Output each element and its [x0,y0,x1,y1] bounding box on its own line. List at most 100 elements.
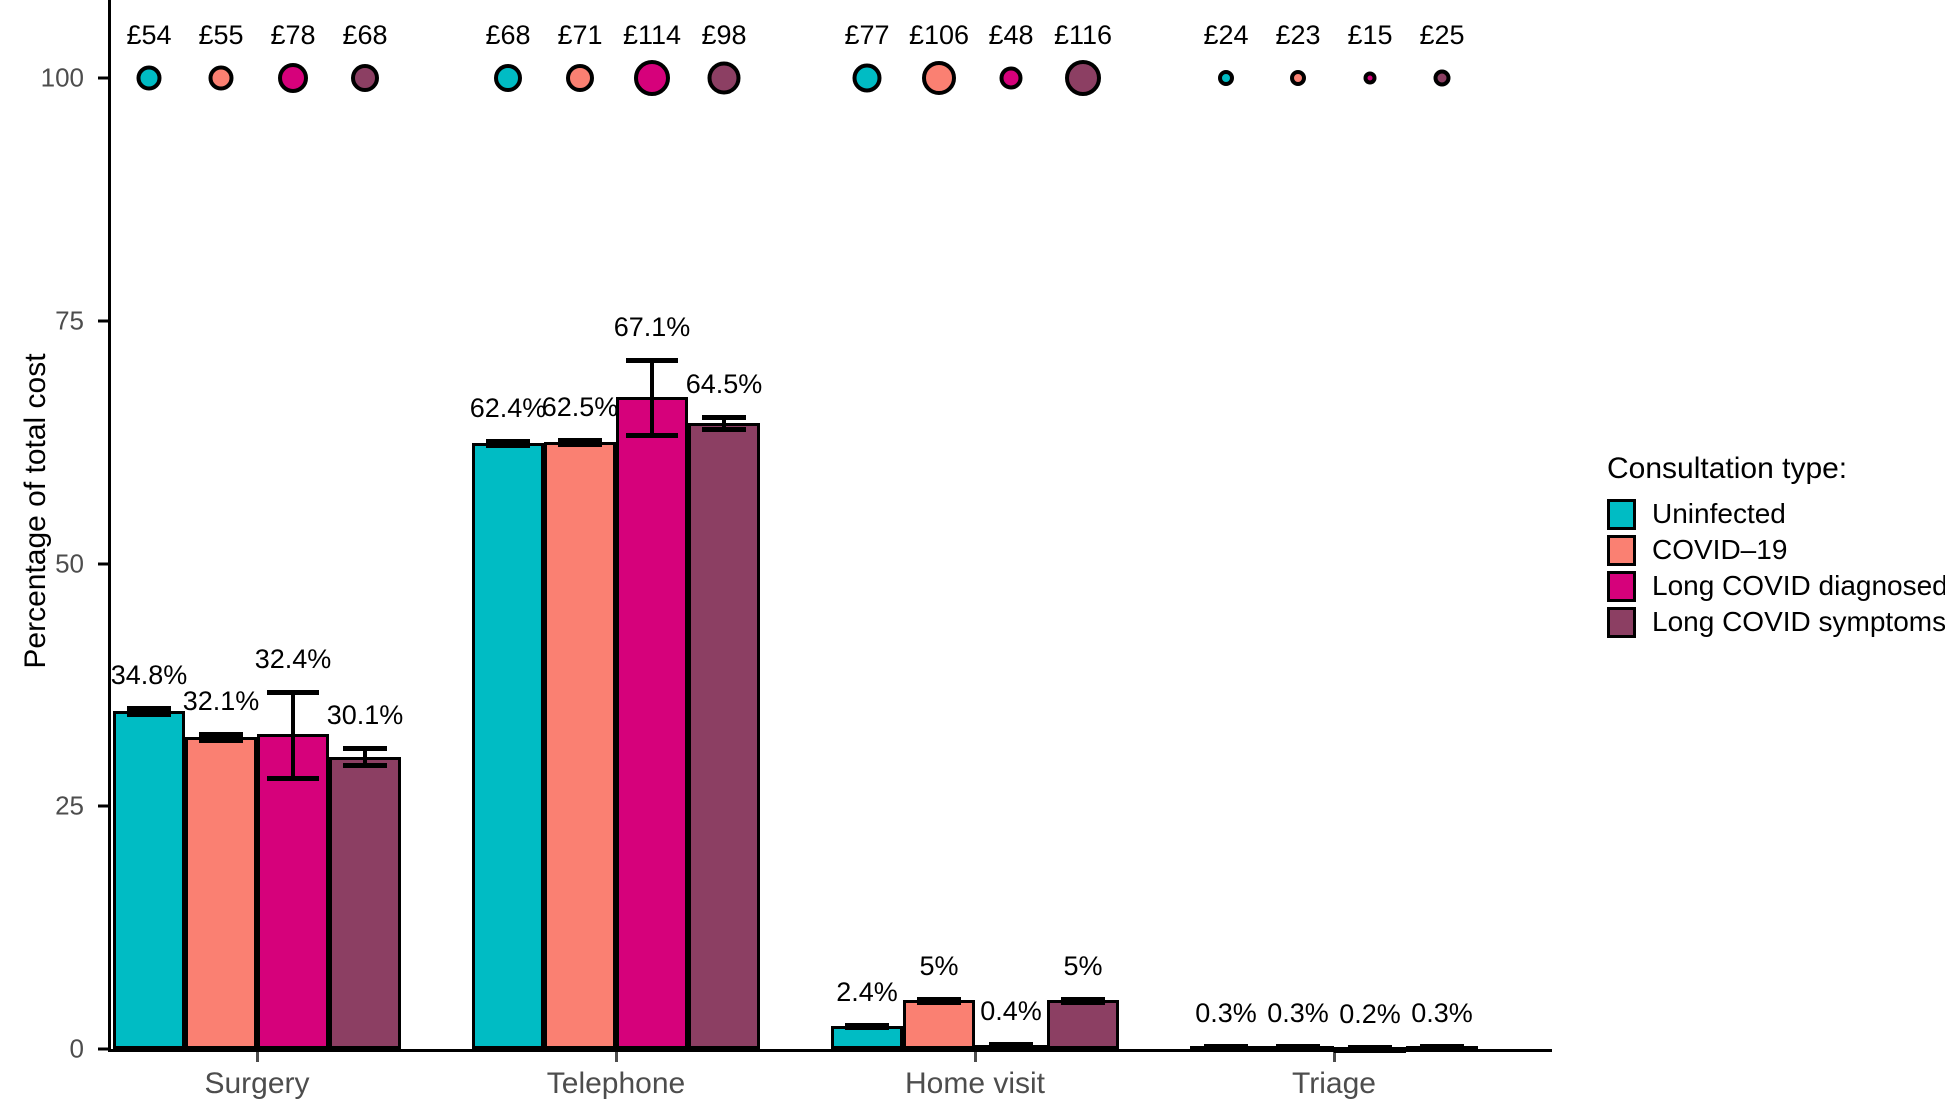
error-bar-cap [626,433,678,439]
error-bar-cap [989,1044,1033,1050]
bar[interactable] [1047,1000,1119,1049]
cost-value-label: £68 [342,20,388,50]
legend-swatch-icon [1607,534,1636,566]
chart-legend: Consultation type: Uninfected COVID–19 Lon… [1607,452,1945,640]
cost-value-label: £15 [1347,20,1393,50]
bar[interactable] [113,711,185,1049]
error-bar-cap [702,414,746,420]
y-tick-label: 100 [40,62,84,93]
error-bar-line [291,691,295,779]
cost-value-label: £116 [1053,20,1113,50]
cost-bubble[interactable] [136,65,162,91]
cost-bubble[interactable] [852,63,882,93]
x-tick-mark [256,1052,259,1062]
x-tick-mark [974,1052,977,1062]
bar-value-label: 62.4% [469,393,547,424]
bar-value-label: 2.4% [836,976,898,1007]
error-bar-line [722,416,726,429]
error-bar-cap [558,442,602,448]
cost-value-label: £23 [1275,20,1321,50]
cost-bubble[interactable] [208,65,234,91]
y-tick-mark [98,319,108,323]
cost-bubble[interactable] [1218,70,1234,86]
cost-value-label: £98 [701,20,747,50]
cost-bubble[interactable] [922,61,956,95]
x-axis-category-label: Triage [1292,1067,1376,1100]
error-bar-line [650,359,654,436]
cost-value-label: £106 [908,20,970,50]
cost-bubble[interactable] [566,64,594,92]
legend-item[interactable]: COVID–19 [1607,532,1945,568]
y-tick-mark [98,804,108,808]
bar-value-label: 0.3% [1195,997,1257,1028]
cost-value-label: £48 [988,20,1034,50]
x-tick-mark [1333,1052,1336,1062]
y-tick-mark [98,562,108,565]
error-bar-cap [1061,1000,1105,1006]
y-axis-line [108,0,111,1051]
legend-swatch-icon [1607,498,1636,530]
legend-swatch-icon [1607,570,1636,602]
bar[interactable] [616,397,688,1049]
error-bar-cap [127,712,171,717]
error-bar-line [363,747,367,766]
bar-value-label: 32.1% [182,686,260,717]
error-bar-cap [343,745,387,751]
cost-value-label: £55 [198,20,244,50]
y-tick-label: 75 [55,305,84,336]
error-bar-cap [917,1000,961,1006]
bar[interactable] [185,737,257,1049]
cost-bubble[interactable] [1290,70,1306,86]
legend-items: Uninfected COVID–19 Long COVID diagnosed Lo… [1607,496,1945,640]
legend-item[interactable]: Long COVID symptoms [1607,604,1945,640]
bar[interactable] [257,734,329,1049]
bar[interactable] [903,1000,975,1049]
cost-bubble[interactable] [707,61,741,95]
legend-item[interactable]: Uninfected [1607,496,1945,532]
error-bar-cap [1420,1044,1464,1050]
cost-bubble[interactable] [634,60,670,96]
x-axis-line [108,1049,1552,1052]
legend-title: Consultation type: [1607,452,1848,485]
legend-item[interactable]: Long COVID diagnosed [1607,568,1945,604]
bar[interactable] [329,756,401,1049]
bar-value-label: 5% [1063,950,1103,981]
cost-bubble[interactable] [351,64,379,92]
cost-bubble[interactable] [999,66,1023,90]
cost-value-label: £54 [126,20,172,50]
bar[interactable] [544,442,616,1049]
error-bar-cap [1276,1044,1320,1050]
bar-value-label: 64.5% [685,368,763,399]
error-bar-cap [1061,996,1105,1002]
error-bar-cap [343,763,387,769]
bar-value-label: 62.5% [541,392,619,423]
error-bar-cap [1348,1045,1392,1051]
cost-value-label: £25 [1419,20,1465,50]
bar[interactable] [688,422,760,1049]
cost-bubble[interactable] [278,63,308,93]
y-tick-mark [98,1047,108,1051]
bar[interactable] [472,443,544,1049]
bar-value-label: 0.3% [1411,997,1473,1028]
bar-value-label: 5% [919,950,959,981]
error-bar-cap [702,426,746,432]
cost-bubble[interactable] [1433,69,1451,87]
legend-item-label: COVID–19 [1652,534,1788,565]
cost-value-label: £78 [270,20,316,50]
error-bar-cap [199,738,243,744]
bar-value-label: 67.1% [613,311,691,342]
cost-value-label: £71 [557,20,603,50]
error-bar-cap [486,439,530,445]
legend-swatch-icon [1607,606,1636,638]
cost-bubble[interactable] [1363,71,1377,85]
cost-bubble[interactable] [1065,60,1101,96]
error-bar-cap [1204,1044,1248,1050]
legend-item-label: Uninfected [1652,498,1786,529]
x-axis-category-label: Home visit [904,1067,1046,1100]
bar-value-label: 0.2% [1339,998,1401,1029]
cost-bubble[interactable] [494,64,522,92]
bar-value-label: 0.3% [1267,997,1329,1028]
x-axis-category-label: Telephone [546,1067,686,1100]
error-bar-cap [845,1024,889,1030]
